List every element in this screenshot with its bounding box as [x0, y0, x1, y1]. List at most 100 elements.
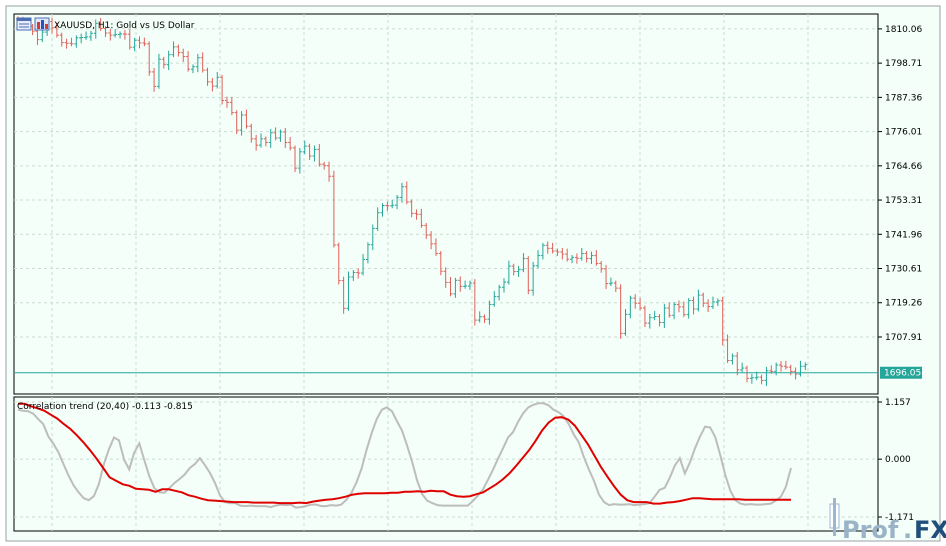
candle	[735, 352, 740, 376]
candle	[448, 276, 453, 297]
candle	[259, 133, 263, 148]
candle	[273, 127, 278, 141]
candle	[540, 242, 545, 260]
candle	[79, 33, 84, 44]
candle	[317, 143, 322, 167]
indicator-tick-label: -1.171	[885, 513, 914, 523]
candle	[570, 254, 575, 264]
price-pane[interactable]: 1810.06 1798.71 1787.36 1776.01 1764.66 1753.…	[13, 13, 922, 395]
candle	[545, 241, 550, 254]
candle	[536, 250, 541, 269]
candle	[215, 71, 220, 89]
candle	[725, 334, 730, 363]
price-tick-label: 1719.26	[885, 299, 922, 309]
candle	[156, 53, 161, 89]
candle	[142, 37, 147, 47]
candle	[691, 296, 696, 315]
candle	[361, 254, 366, 276]
price-pane-frame	[13, 13, 879, 395]
candle	[195, 53, 200, 73]
candle	[84, 31, 89, 40]
candle	[623, 308, 628, 336]
candle	[59, 32, 64, 47]
chart-bars-icon[interactable]	[34, 17, 50, 31]
candle	[521, 253, 526, 273]
watermark-dot: .	[903, 516, 912, 544]
candle	[453, 277, 458, 298]
series-fast-correlation	[17, 402, 792, 509]
candle	[205, 67, 210, 86]
candle	[652, 311, 657, 321]
candle	[278, 129, 283, 142]
indicator-pane-frame	[13, 396, 879, 532]
candle	[710, 296, 715, 309]
candle	[103, 26, 108, 37]
candle	[429, 231, 434, 250]
candle	[254, 134, 259, 151]
candle	[161, 56, 166, 69]
candle	[224, 96, 229, 108]
candle	[676, 300, 681, 313]
candle	[681, 301, 686, 318]
candle	[297, 147, 302, 174]
candle	[147, 41, 152, 76]
chart-header: XAUUSD, H1: Gold vs US Dollar	[16, 17, 195, 31]
candle	[293, 145, 298, 173]
candle	[370, 224, 375, 251]
candle	[210, 77, 215, 92]
price-axis: 1810.06 1798.71 1787.36 1776.01 1764.66 1753.…	[878, 25, 922, 343]
current-price-badge: 1696.05	[880, 366, 922, 379]
candle	[594, 250, 599, 266]
candle	[584, 251, 589, 263]
candle	[803, 362, 808, 371]
candle	[613, 280, 618, 293]
candle	[239, 111, 244, 136]
candle	[511, 263, 516, 276]
candle	[69, 37, 74, 47]
candle	[604, 264, 609, 290]
candle	[467, 280, 472, 290]
candle	[404, 181, 409, 205]
candle	[555, 248, 560, 256]
price-tick-label: 1776.01	[885, 128, 922, 138]
indicator-pane[interactable]: 1.157 0.000 -1.171 Correlation trend (20,4…	[13, 396, 914, 532]
candle	[526, 256, 531, 295]
candle	[672, 302, 677, 320]
candle	[798, 360, 803, 377]
candle	[502, 278, 506, 293]
watermark-brand-b: FX	[914, 516, 946, 544]
candle	[477, 311, 482, 323]
candle	[356, 268, 361, 279]
candle	[662, 304, 667, 328]
candle	[336, 242, 341, 285]
candle	[633, 294, 638, 309]
candle	[166, 50, 171, 71]
price-grid	[14, 14, 878, 394]
candle	[531, 261, 536, 296]
candle	[288, 137, 293, 151]
candle	[234, 110, 239, 135]
candle	[380, 203, 385, 217]
series-slow-correlation	[18, 402, 791, 505]
candle	[190, 64, 195, 74]
candle	[283, 128, 288, 148]
price-tick-label: 1753.31	[885, 196, 922, 206]
price-tick-label: 1787.36	[885, 93, 922, 103]
candle	[749, 373, 754, 384]
candle	[375, 207, 380, 231]
candle	[176, 44, 181, 57]
candle	[263, 136, 268, 147]
chart-window-icon[interactable]	[16, 17, 32, 31]
candle	[127, 28, 132, 50]
candle	[443, 267, 448, 288]
candle	[302, 140, 307, 155]
candle	[152, 67, 157, 92]
candle	[181, 48, 186, 62]
candle	[492, 291, 497, 307]
candle	[642, 305, 647, 328]
candle	[395, 194, 400, 210]
candle	[638, 297, 643, 311]
candle	[720, 296, 725, 346]
candle	[64, 38, 69, 49]
